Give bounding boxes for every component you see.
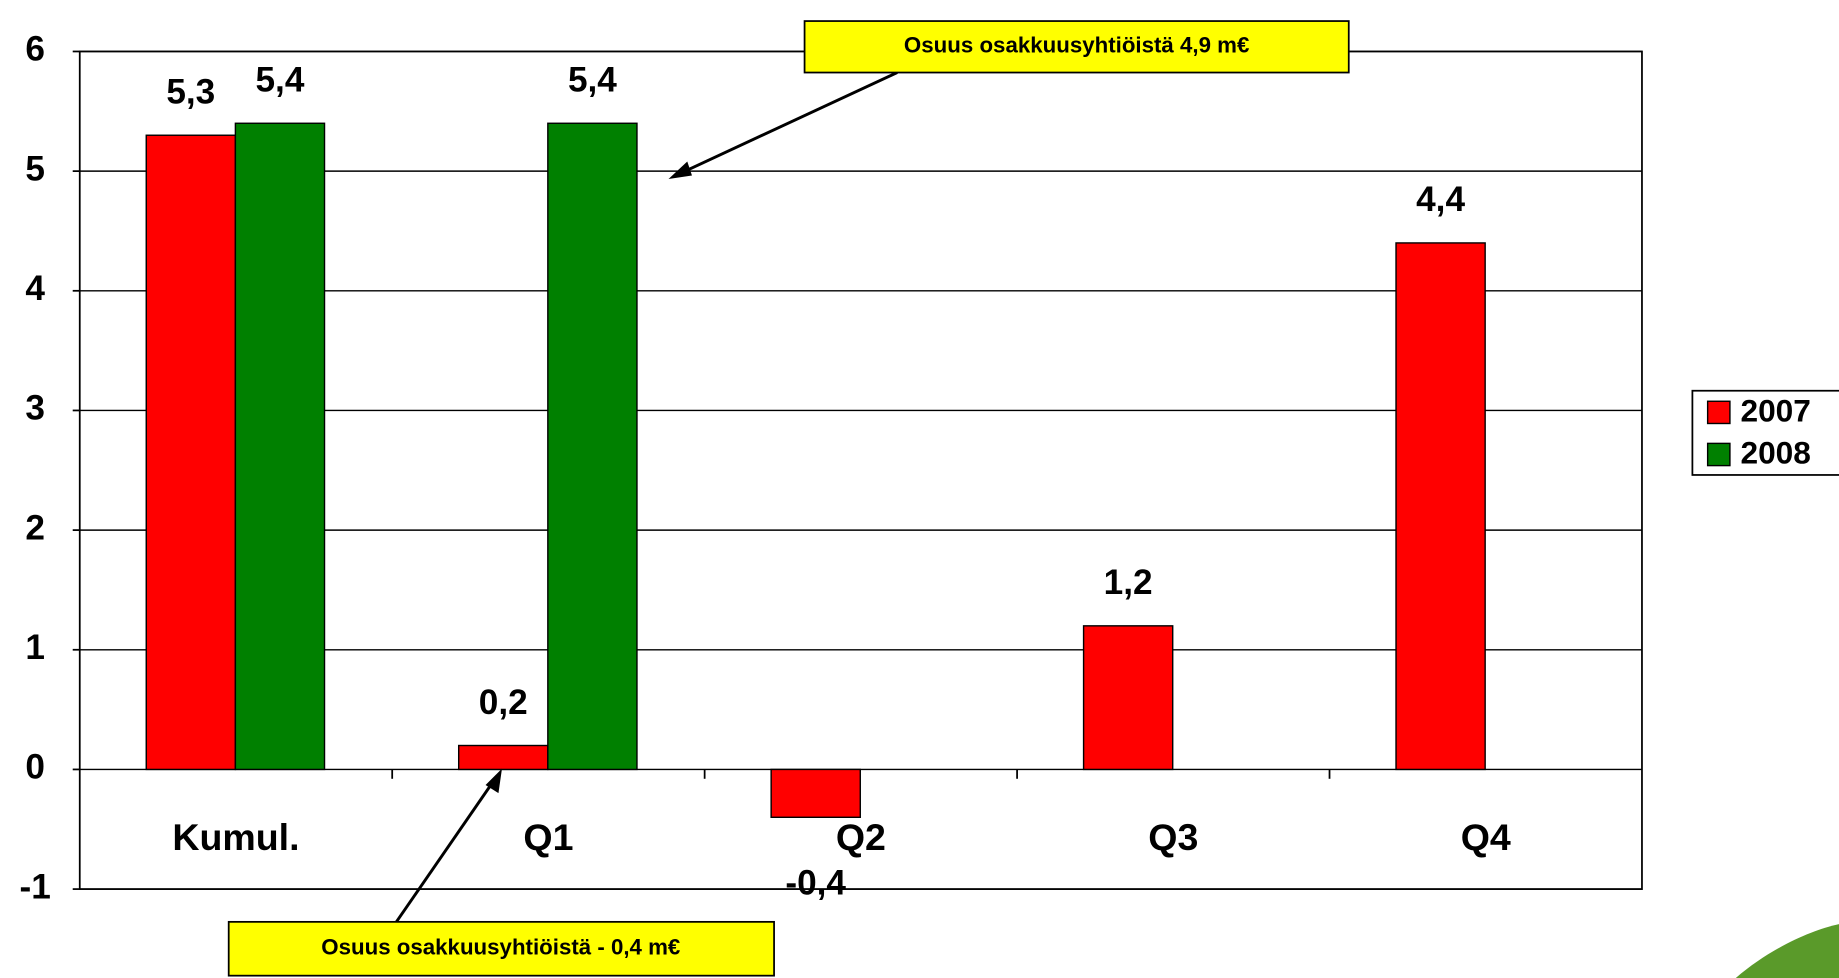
x-tick-label: Q4 [1461,816,1511,858]
y-tick-label: 4 [25,269,45,308]
y-tick-label: -1 [20,867,51,906]
annotation-box [803,20,1350,74]
bar [145,134,237,771]
bar [457,744,549,771]
leaf-decoration [1735,924,1839,978]
value-label: 5,3 [166,73,215,112]
arrow-head [668,161,692,179]
labels: -1 0 1 2 3 4 5 6 Kumul. 5,3 5,4 Q1 0,2 5,4 Q2 -0,4 Q3 1,2… [20,30,1511,907]
value-label: 1,2 [1104,563,1153,602]
y-tick-label: 2 [25,508,45,547]
annotation: Osuus osakkuusyhtiöistä 4,9 m€ [904,33,1249,58]
value-label: 4,4 [1416,180,1465,219]
bar [1082,625,1174,771]
value-label: 0,2 [479,683,528,722]
legend-label: 2008 [1740,434,1810,470]
y-tick-label: 0 [25,748,45,787]
legend-swatch [1706,442,1731,467]
bars [145,122,1486,818]
y-tick-label: 5 [25,149,45,188]
y-tick-label: 6 [25,30,45,69]
value-label: 5,4 [256,61,305,100]
legend-swatch [1706,400,1731,425]
y-tick-label: 1 [25,628,45,667]
annotation-arrow [672,71,898,178]
bar [770,768,861,818]
x-tick-label: Kumul. [172,816,299,858]
bar [547,122,638,771]
arrow-head [485,768,502,794]
annotation: Osuus osakkuusyhtiöistä - 0,4 m€ [321,935,680,960]
bar [234,122,326,771]
value-label: 5,4 [568,61,617,100]
x-tick-label: Q3 [1148,816,1198,858]
annotation-arrow [395,774,499,923]
legend-label: 2007 [1740,392,1810,428]
value-label: -0,4 [785,863,846,902]
annotation-box [227,920,775,977]
bar [1395,242,1486,771]
grid [72,50,1642,890]
x-tick-label: Q1 [523,816,573,858]
y-tick-label: 3 [25,389,45,428]
legend: 2007 2008 [1706,392,1811,470]
x-tick-label: Q2 [836,816,886,858]
